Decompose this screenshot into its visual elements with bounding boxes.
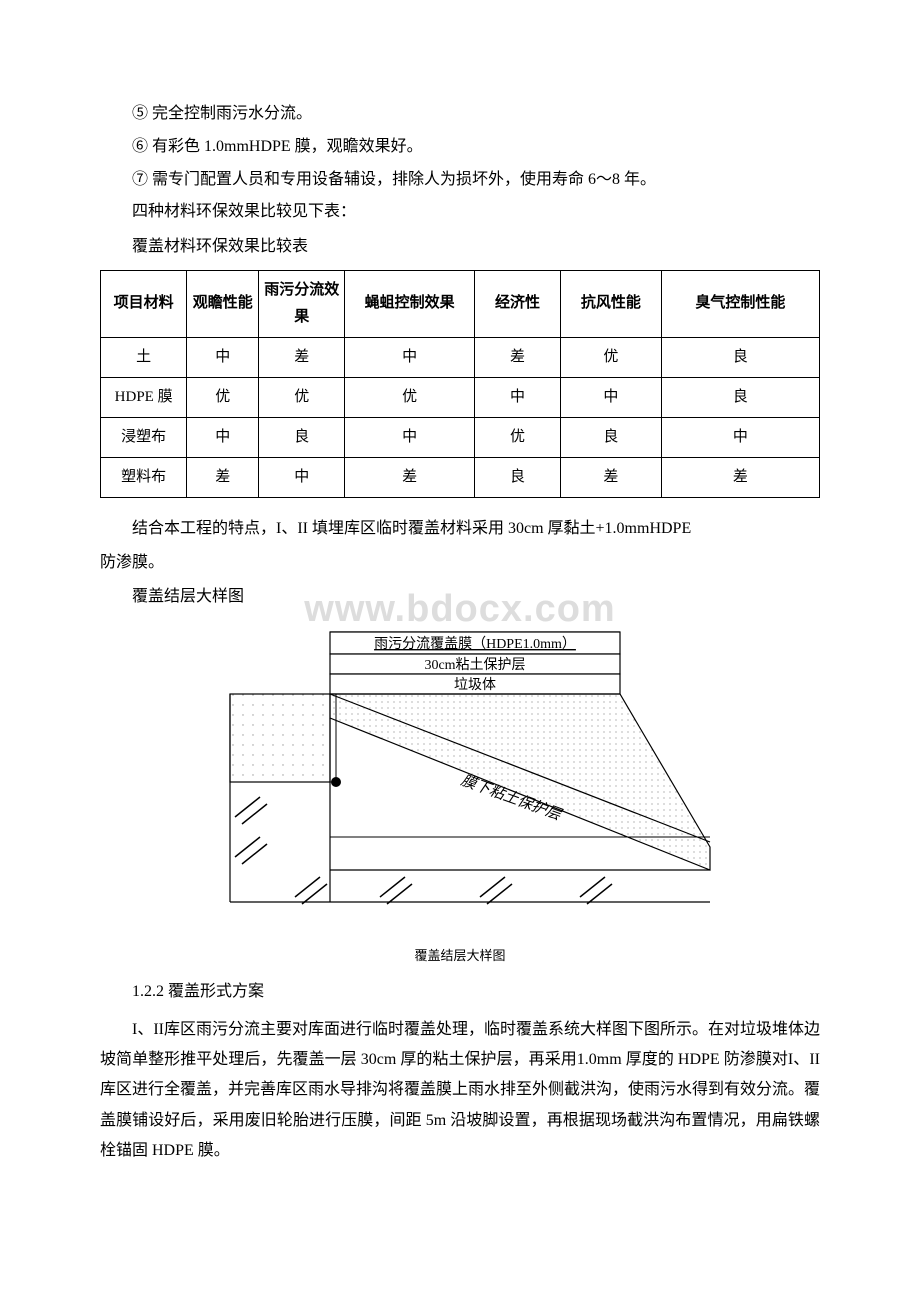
table-header-cell: 观瞻性能 [187,270,259,337]
table-row: HDPE 膜优优优中中良 [101,377,820,417]
table-cell: 土 [101,337,187,377]
table-cell: 差 [561,457,662,497]
table-title: 覆盖材料环保效果比较表 [100,233,820,262]
table-cell: HDPE 膜 [101,377,187,417]
bullet-5: ⑤ 完全控制雨污水分流。 [100,100,820,129]
table-cell: 浸塑布 [101,417,187,457]
table-cell: 中 [187,417,259,457]
after-table-p1: 结合本工程的特点，I、II 填埋库区临时覆盖材料采用 30cm 厚黏土+1.0m… [100,514,820,544]
table-cell: 优 [474,417,560,457]
table-cell: 差 [474,337,560,377]
table-header-cell: 臭气控制性能 [661,270,819,337]
table-cell: 差 [345,457,474,497]
table-row: 土中差中差优良 [101,337,820,377]
diagram-label-top: 雨污分流覆盖膜（HDPE1.0mm） [374,636,576,652]
diagram-svg: 雨污分流覆盖膜（HDPE1.0mm） 30cm粘土保护层 垃圾体 膜下粘土保护层 [200,622,720,932]
table-cell: 塑料布 [101,457,187,497]
bullet-6: ⑥ 有彩色 1.0mmHDPE 膜，观瞻效果好。 [100,133,820,162]
table-cell: 优 [187,377,259,417]
table-cell: 中 [259,457,345,497]
cover-layer-diagram: 雨污分流覆盖膜（HDPE1.0mm） 30cm粘土保护层 垃圾体 膜下粘土保护层 [100,622,820,968]
table-row: 塑料布差中差良差差 [101,457,820,497]
table-row: 浸塑布中良中优良中 [101,417,820,457]
table-cell: 差 [187,457,259,497]
comparison-table: 项目材料观瞻性能雨污分流效果蝇蛆控制效果经济性抗风性能臭气控制性能 土中差中差优… [100,270,820,498]
table-cell: 良 [474,457,560,497]
table-cell: 优 [345,377,474,417]
table-cell: 中 [661,417,819,457]
table-cell: 中 [561,377,662,417]
table-cell: 良 [661,337,819,377]
section-number: 1.2.2 覆盖形式方案 [100,978,820,1007]
table-header-cell: 项目材料 [101,270,187,337]
table-cell: 中 [345,337,474,377]
table-cell: 良 [561,417,662,457]
bullet-7: ⑦ 需专门配置人员和专用设备辅设，排除人为损坏外，使用寿命 6～8 年。 [100,166,820,195]
after-table-p1b: 防渗膜。 [100,548,820,578]
section-body: I、II库区雨污分流主要对库面进行临时覆盖处理，临时覆盖系统大样图下图所示。在对… [100,1015,820,1167]
table-cell: 中 [345,417,474,457]
diagram-label-body: 垃圾体 [454,677,496,693]
table-header-cell: 抗风性能 [561,270,662,337]
table-header-cell: 雨污分流效果 [259,270,345,337]
table-cell: 良 [661,377,819,417]
table-header-cell: 蝇蛆控制效果 [345,270,474,337]
table-cell: 差 [259,337,345,377]
intro-line-1: 四种材料环保效果比较见下表： [100,198,820,227]
table-header-row: 项目材料观瞻性能雨污分流效果蝇蛆控制效果经济性抗风性能臭气控制性能 [101,270,820,337]
table-cell: 优 [561,337,662,377]
diagram-label-mid: 30cm粘土保护层 [424,657,525,673]
table-cell: 优 [259,377,345,417]
table-cell: 良 [259,417,345,457]
table-cell: 中 [474,377,560,417]
table-cell: 差 [661,457,819,497]
table-cell: 中 [187,337,259,377]
diagram-title: 覆盖结层大样图 [100,583,820,612]
diagram-caption: 覆盖结层大样图 [100,944,820,967]
table-header-cell: 经济性 [474,270,560,337]
